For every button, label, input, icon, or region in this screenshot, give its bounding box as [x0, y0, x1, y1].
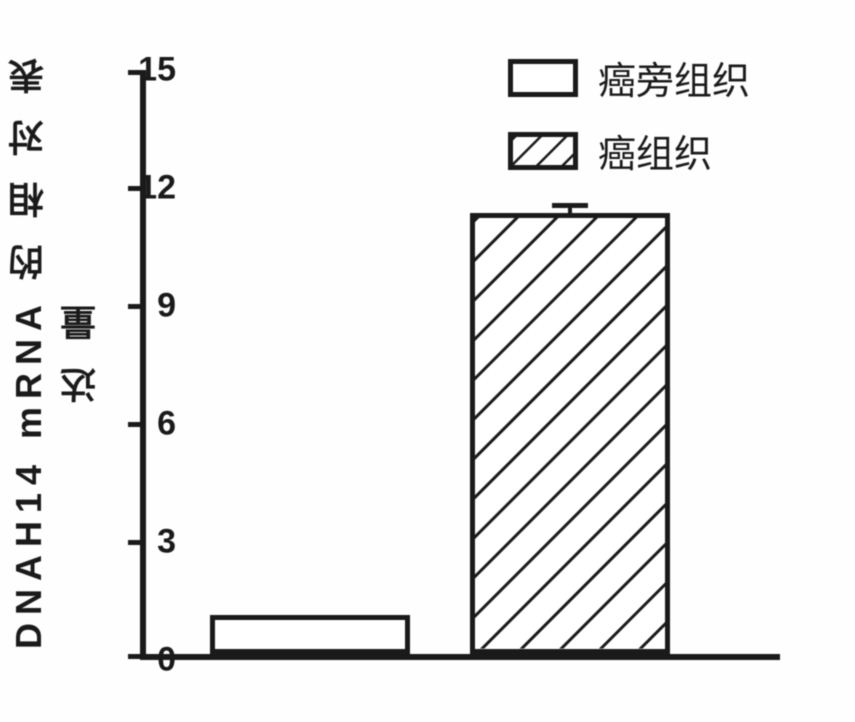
- y-axis-label: DNAH14 mRNA 的 相 对 表 达 量: [30, 20, 80, 680]
- legend-label: 癌组织: [598, 123, 712, 178]
- bar-cancer-tissue: [470, 213, 670, 654]
- x-axis-line: [140, 654, 780, 660]
- bar-adjacent-tissue: [210, 615, 410, 654]
- y-axis-line: [140, 70, 146, 660]
- y-tick-label: 3: [116, 523, 176, 562]
- y-tick-label: 6: [116, 405, 176, 444]
- legend-item-cancer: 癌组织: [508, 123, 750, 178]
- error-bar-cap: [552, 203, 588, 208]
- y-tick-label: 0: [116, 641, 176, 680]
- y-tick-label: 9: [116, 287, 176, 326]
- y-tick-label: 15: [116, 51, 176, 90]
- legend-swatch-open: [508, 59, 578, 97]
- legend-item-adjacent: 癌旁组织: [508, 50, 750, 105]
- y-tick-label: 12: [116, 169, 176, 208]
- legend-label: 癌旁组织: [598, 50, 750, 105]
- chart-container: DNAH14 mRNA 的 相 对 表 达 量 0: [30, 10, 830, 710]
- legend: 癌旁组织 癌组织: [508, 50, 750, 196]
- legend-swatch-hatched: [508, 132, 578, 170]
